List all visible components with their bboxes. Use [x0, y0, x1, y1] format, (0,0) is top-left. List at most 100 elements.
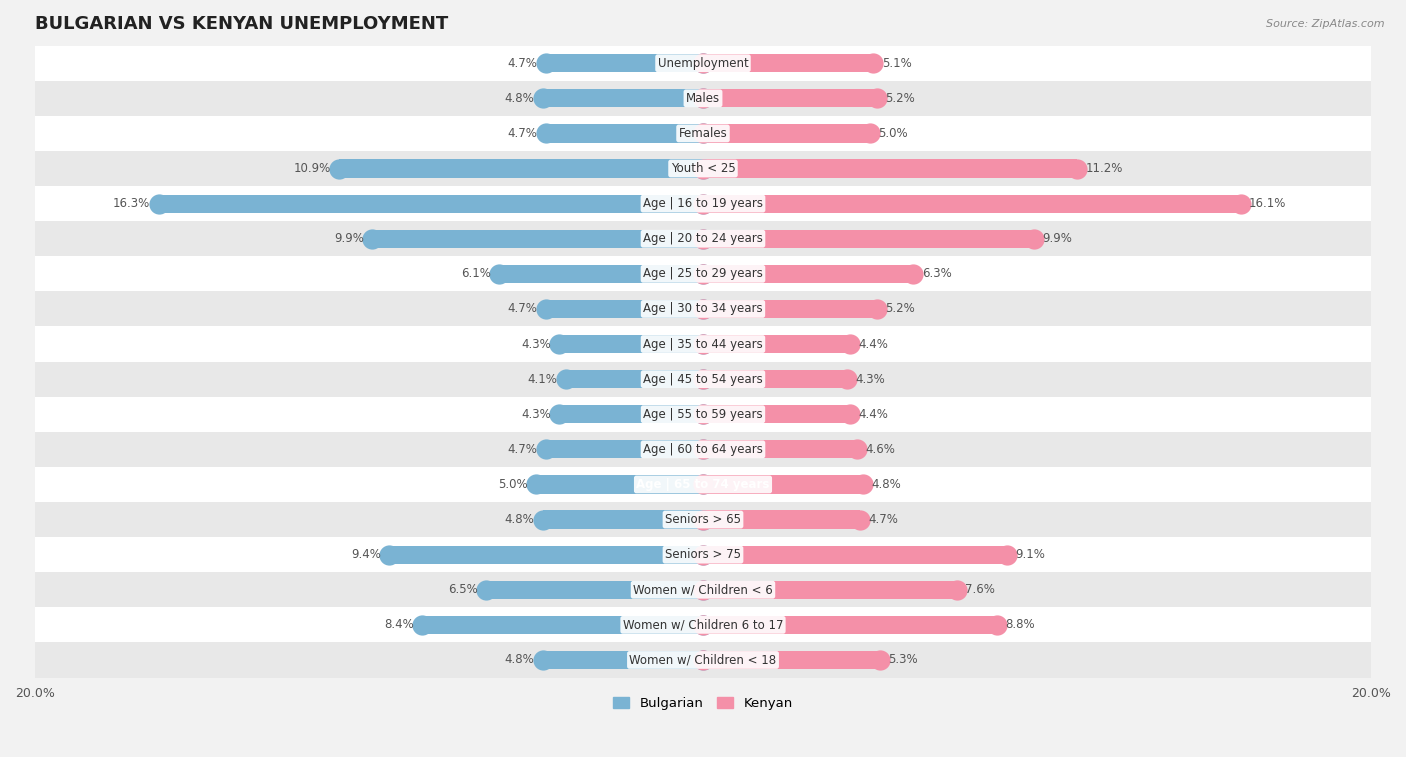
Bar — [35, 81, 1371, 116]
Bar — [703, 54, 873, 73]
Text: 4.4%: 4.4% — [858, 338, 889, 350]
Text: Females: Females — [679, 127, 727, 140]
Bar — [703, 370, 846, 388]
Text: 7.6%: 7.6% — [965, 583, 995, 597]
Bar — [422, 615, 703, 634]
Legend: Bulgarian, Kenyan: Bulgarian, Kenyan — [609, 692, 797, 715]
Bar — [35, 291, 1371, 326]
Text: 5.1%: 5.1% — [882, 57, 911, 70]
Text: Age | 60 to 64 years: Age | 60 to 64 years — [643, 443, 763, 456]
Text: 4.4%: 4.4% — [858, 408, 889, 421]
Text: Age | 30 to 34 years: Age | 30 to 34 years — [643, 303, 763, 316]
Text: 4.7%: 4.7% — [508, 443, 537, 456]
Bar — [339, 160, 703, 178]
Bar — [35, 537, 1371, 572]
Text: 4.7%: 4.7% — [869, 513, 898, 526]
Text: 6.5%: 6.5% — [447, 583, 478, 597]
Bar — [35, 397, 1371, 431]
Bar — [703, 335, 851, 354]
Text: Unemployment: Unemployment — [658, 57, 748, 70]
Bar — [703, 265, 914, 283]
Text: 8.4%: 8.4% — [384, 618, 413, 631]
Text: 5.0%: 5.0% — [498, 478, 527, 491]
Text: 11.2%: 11.2% — [1085, 162, 1123, 175]
Text: Age | 55 to 59 years: Age | 55 to 59 years — [643, 408, 763, 421]
Bar — [560, 405, 703, 423]
Text: Age | 16 to 19 years: Age | 16 to 19 years — [643, 197, 763, 210]
Bar — [546, 124, 703, 142]
Bar — [389, 546, 703, 564]
Text: Seniors > 65: Seniors > 65 — [665, 513, 741, 526]
Bar — [35, 151, 1371, 186]
Text: 4.8%: 4.8% — [872, 478, 901, 491]
Text: 9.9%: 9.9% — [335, 232, 364, 245]
Text: BULGARIAN VS KENYAN UNEMPLOYMENT: BULGARIAN VS KENYAN UNEMPLOYMENT — [35, 15, 449, 33]
Text: 4.7%: 4.7% — [508, 127, 537, 140]
Bar — [35, 257, 1371, 291]
Bar — [35, 643, 1371, 678]
Bar — [703, 651, 880, 669]
Bar — [703, 510, 860, 528]
Bar — [35, 221, 1371, 257]
Bar — [486, 581, 703, 599]
Text: 8.8%: 8.8% — [1005, 618, 1035, 631]
Bar — [35, 186, 1371, 221]
Bar — [35, 572, 1371, 607]
Bar — [536, 475, 703, 494]
Bar — [703, 475, 863, 494]
Text: 5.3%: 5.3% — [889, 653, 918, 666]
Bar — [35, 431, 1371, 467]
Text: Age | 20 to 24 years: Age | 20 to 24 years — [643, 232, 763, 245]
Text: 4.6%: 4.6% — [865, 443, 894, 456]
Text: 6.3%: 6.3% — [922, 267, 952, 280]
Text: Women w/ Children < 6: Women w/ Children < 6 — [633, 583, 773, 597]
Text: 4.7%: 4.7% — [508, 303, 537, 316]
Bar — [703, 581, 957, 599]
Bar — [703, 195, 1240, 213]
Bar — [560, 335, 703, 354]
Bar — [543, 510, 703, 528]
Bar — [35, 607, 1371, 643]
Text: 4.1%: 4.1% — [527, 372, 558, 385]
Text: 5.2%: 5.2% — [884, 303, 915, 316]
Bar — [703, 229, 1033, 248]
Text: 4.8%: 4.8% — [505, 513, 534, 526]
Bar — [546, 441, 703, 459]
Bar — [703, 89, 877, 107]
Bar — [546, 300, 703, 318]
Text: Age | 65 to 74 years: Age | 65 to 74 years — [637, 478, 769, 491]
Bar — [703, 405, 851, 423]
Bar — [703, 124, 870, 142]
Text: 4.7%: 4.7% — [508, 57, 537, 70]
Text: 6.1%: 6.1% — [461, 267, 491, 280]
Bar — [373, 229, 703, 248]
Text: 9.1%: 9.1% — [1015, 548, 1045, 561]
Bar — [567, 370, 703, 388]
Bar — [35, 45, 1371, 81]
Bar — [546, 54, 703, 73]
Text: 4.3%: 4.3% — [522, 338, 551, 350]
Text: Source: ZipAtlas.com: Source: ZipAtlas.com — [1267, 19, 1385, 29]
Text: 5.0%: 5.0% — [879, 127, 908, 140]
Bar — [703, 546, 1007, 564]
Text: Women w/ Children 6 to 17: Women w/ Children 6 to 17 — [623, 618, 783, 631]
Bar — [35, 467, 1371, 502]
Text: 16.1%: 16.1% — [1249, 197, 1286, 210]
Text: 4.8%: 4.8% — [505, 653, 534, 666]
Bar — [159, 195, 703, 213]
Text: 9.9%: 9.9% — [1042, 232, 1071, 245]
Text: 10.9%: 10.9% — [294, 162, 330, 175]
Bar — [703, 615, 997, 634]
Bar — [35, 362, 1371, 397]
Text: Age | 25 to 29 years: Age | 25 to 29 years — [643, 267, 763, 280]
Text: Males: Males — [686, 92, 720, 104]
Bar — [703, 160, 1077, 178]
Text: 16.3%: 16.3% — [112, 197, 150, 210]
Bar — [499, 265, 703, 283]
Bar — [543, 89, 703, 107]
Text: 4.8%: 4.8% — [505, 92, 534, 104]
Text: 4.3%: 4.3% — [522, 408, 551, 421]
Text: Women w/ Children < 18: Women w/ Children < 18 — [630, 653, 776, 666]
Bar — [703, 441, 856, 459]
Bar — [35, 116, 1371, 151]
